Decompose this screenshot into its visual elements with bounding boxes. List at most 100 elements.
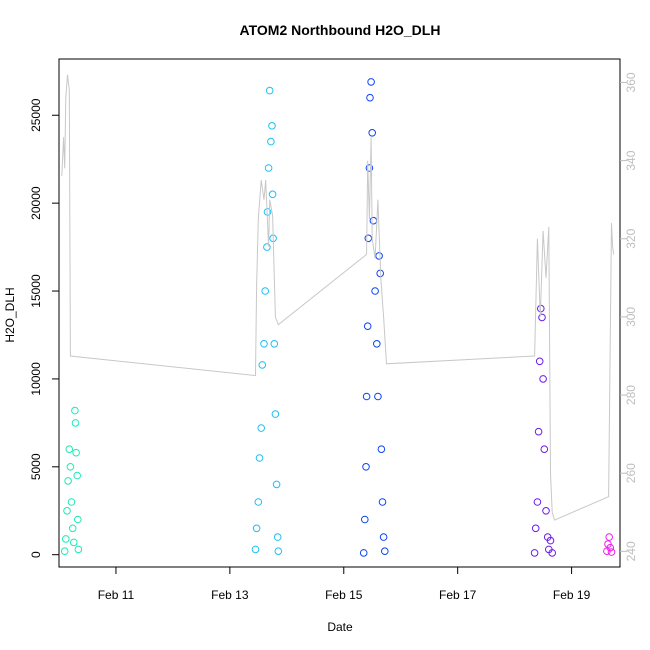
scatter-point (258, 361, 267, 369)
scatter-point (371, 287, 379, 295)
scatter-series-1 (251, 86, 283, 556)
scatter-point (362, 392, 371, 401)
x-axis-title: Date (327, 620, 353, 634)
scatter-point (531, 524, 540, 533)
scatter-point (367, 78, 375, 86)
scatter-point (606, 543, 615, 552)
scatter-point (71, 406, 79, 415)
y-right-tick-label: 280 (624, 385, 638, 405)
scatter-point (71, 419, 80, 427)
scatter-point (379, 533, 388, 541)
scatter-point (264, 164, 273, 172)
scatter-point (359, 549, 368, 557)
scatter-point (381, 547, 389, 556)
y-left-tick-label: 0 (29, 551, 43, 558)
scatter-point (268, 122, 276, 130)
scatter-point (363, 322, 372, 331)
scatter-point (364, 234, 373, 243)
scatter-point (535, 357, 544, 366)
scatter-point (72, 448, 80, 457)
scatter-point (70, 538, 78, 547)
scatter-series-0 (60, 406, 83, 556)
x-tick-label: Feb 19 (553, 588, 591, 602)
y-right-tick-label: 320 (624, 228, 638, 248)
scatter-point (263, 243, 271, 251)
x-tick-label: Feb 17 (439, 588, 477, 602)
scatter-point (374, 392, 382, 401)
scatter-series-4 (603, 533, 616, 556)
scatter-point (254, 498, 263, 506)
line-layer (61, 74, 615, 521)
scatter-point (540, 445, 549, 454)
scatter-point (361, 515, 369, 524)
scatter-point (548, 549, 557, 557)
scatter-point (66, 463, 75, 471)
scatter-point (369, 216, 378, 225)
scatter-point (68, 524, 77, 533)
scatter-point (274, 547, 283, 556)
y-left-tick-label: 5000 (29, 453, 43, 480)
y-left-tick-label: 15000 (29, 274, 43, 308)
series-layer (60, 78, 616, 557)
scatter-point (366, 93, 374, 102)
scatter-point (272, 480, 281, 489)
scatter-point (63, 507, 71, 515)
scatter-point (530, 549, 539, 557)
scatter-point (375, 252, 383, 260)
scatter-point (533, 498, 542, 506)
scatter-series-3 (530, 304, 557, 557)
scatter-point (373, 340, 381, 348)
scatter-point (365, 164, 374, 172)
scatter-point (265, 86, 274, 95)
scatter-point (252, 524, 261, 533)
scatter-point (378, 498, 387, 506)
scatter-point (368, 129, 377, 137)
y-left-tick-label: 10000 (29, 362, 43, 396)
scatter-point (377, 445, 386, 454)
scatter-point (64, 477, 72, 485)
scatter-point (73, 471, 81, 480)
scatter-point (255, 454, 264, 462)
scatter-point (60, 547, 69, 556)
scatter-point (74, 545, 83, 554)
y-left-tick-label: 25000 (29, 98, 43, 132)
plot-frame (58, 58, 621, 568)
scatter-point (271, 410, 280, 418)
scatter-point (62, 535, 70, 543)
scatter-point (257, 424, 266, 432)
scatter-series-2 (359, 78, 389, 557)
y-axis-title: H2O_DLH (3, 287, 17, 342)
y-right-tick-label: 360 (624, 72, 638, 92)
y-left-tick-label: 20000 (29, 186, 43, 220)
scatter-point (74, 515, 82, 524)
scatter-point (539, 375, 547, 383)
x-tick-label: Feb 11 (98, 588, 135, 602)
scatter-point (607, 548, 616, 556)
scatter-point (273, 533, 282, 541)
scatter-point (605, 533, 614, 541)
line-series (61, 74, 615, 521)
scatter-point (67, 498, 76, 506)
scatter-point (362, 463, 370, 471)
scatter-point (268, 190, 277, 199)
scatter-point (267, 137, 275, 146)
scatter-point (534, 427, 543, 436)
chart-title: ATOM2 Northbound H2O_DLH (240, 22, 441, 38)
x-tick-label: Feb 13 (211, 588, 249, 602)
y-right-tick-label: 300 (624, 307, 638, 327)
y-right-tick-label: 340 (624, 150, 638, 170)
scatter-point (65, 445, 74, 454)
scatter-point (270, 340, 279, 348)
scatter-point (261, 287, 270, 295)
scatter-point (542, 507, 550, 515)
scatter-point (251, 545, 260, 554)
axes-layer: Feb 11 Feb 13 Feb 15 Feb 17 Feb 19 0 5000 10000… (29, 72, 638, 602)
y-right-tick-label: 240 (624, 541, 638, 561)
x-tick-label: Feb 15 (325, 588, 363, 602)
y-right-tick-label: 260 (624, 463, 638, 483)
scatter-point (546, 536, 555, 545)
scatter-point (538, 313, 546, 322)
scatter-point (260, 340, 268, 348)
